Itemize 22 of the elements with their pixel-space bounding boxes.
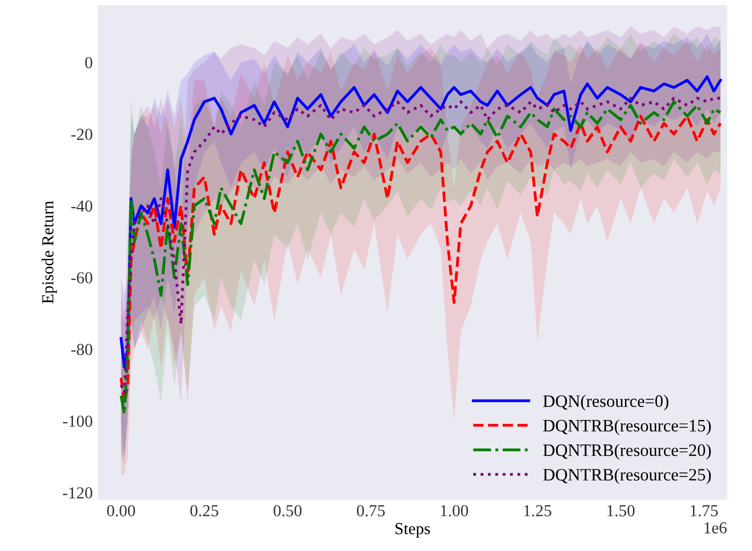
- x-axis-title: Steps: [396, 523, 430, 538]
- legend-label: DQNTRB(resource=20): [543, 444, 711, 460]
- y-tick-label: -100: [62, 416, 92, 427]
- y-axis-title: Episode Return: [42, 201, 57, 304]
- y-tick-label: -20: [71, 128, 92, 140]
- text: 1e6: [704, 522, 727, 534]
- x-tick-label: 0.50: [274, 505, 302, 516]
- x-tick-label: 1.00: [440, 505, 468, 516]
- x-tick-label: 1.75: [690, 505, 718, 516]
- y-tick-label: 0: [85, 57, 92, 68]
- y-tick-label: -80: [71, 344, 92, 356]
- legend-label: DQNTRB(resource=25): [543, 468, 711, 484]
- x-tick-label: 0.75: [356, 505, 385, 516]
- x-tick-label: 0.25: [190, 505, 218, 516]
- x-tick-label: 0.00: [107, 505, 136, 516]
- y-tick-label: -40: [71, 200, 92, 212]
- x-tick-label: 1.50: [608, 505, 635, 516]
- legend-label: DQN(resource=0): [543, 394, 668, 411]
- y-tick-label: -60: [71, 272, 92, 284]
- y-tick-label: -120: [62, 487, 92, 499]
- legend-label: DQNTRB(resource=15): [543, 419, 711, 436]
- x-tick-label: 1.25: [524, 505, 552, 516]
